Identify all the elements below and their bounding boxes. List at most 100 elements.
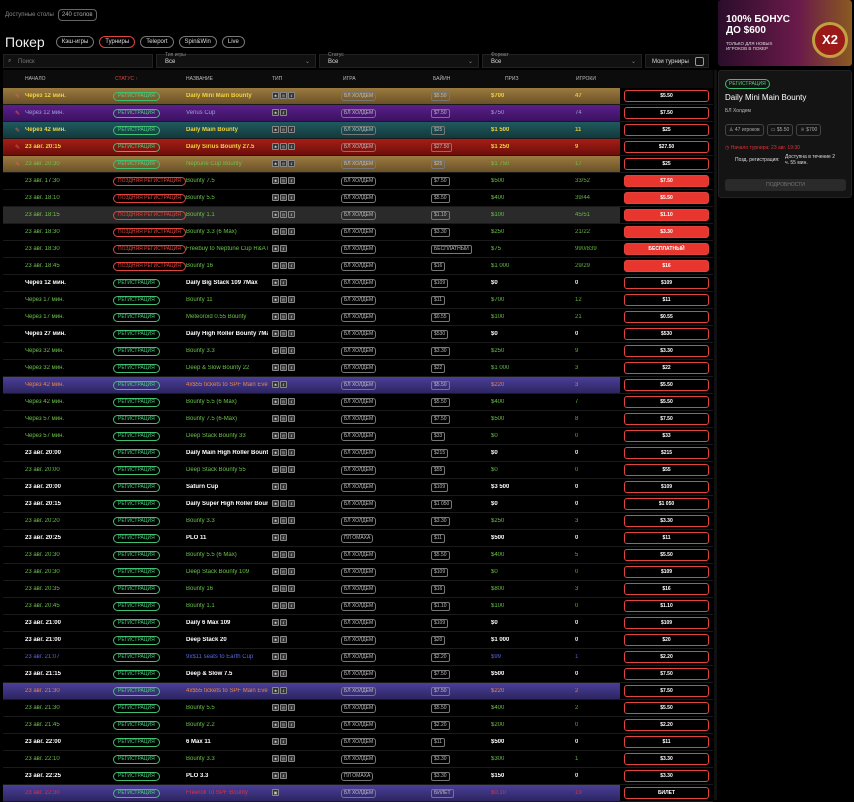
table-row[interactable]: 23 авг. 22:30 РЕГИСТРАЦИЯ Freeroll To SP…: [3, 785, 713, 802]
tournament-name[interactable]: Bounty 3.3: [186, 518, 215, 524]
register-button[interactable]: $2.20: [624, 651, 709, 663]
table-row[interactable]: 23 авг. 21:30 РЕГИСТРАЦИЯ 4x$55 tickets …: [3, 683, 713, 700]
tournament-name[interactable]: Bounty 1.1: [186, 603, 215, 609]
register-button[interactable]: $5.50: [624, 702, 709, 714]
col-players[interactable]: ИГРОКИ: [576, 76, 596, 82]
register-button[interactable]: $109: [624, 481, 709, 493]
table-row[interactable]: 23 авг. 21:00 РЕГИСТРАЦИЯ Deep Stack 20 …: [3, 632, 713, 649]
register-button[interactable]: $5.50: [624, 192, 709, 204]
register-button[interactable]: $22: [624, 362, 709, 374]
register-button[interactable]: $109: [624, 566, 709, 578]
register-button[interactable]: $5.50: [624, 396, 709, 408]
tournament-name[interactable]: 9x$11 seats to Earth Cup: [186, 654, 254, 660]
tournament-name[interactable]: Daily Main Bounty: [186, 127, 239, 133]
tournament-name[interactable]: Bounty 5.5: [186, 705, 215, 711]
register-button[interactable]: $3.30: [624, 753, 709, 765]
register-button[interactable]: $3.30: [624, 345, 709, 357]
register-button[interactable]: $3.30: [624, 770, 709, 782]
bonus-banner[interactable]: 100% БОНУС ДО $600 ТОЛЬКО ДЛЯ НОВЫХ ИГРО…: [718, 0, 852, 66]
tournament-name[interactable]: PLO 3.3: [186, 773, 209, 779]
register-button[interactable]: $7.50: [624, 413, 709, 425]
col-prize[interactable]: ПРИЗ: [505, 76, 519, 82]
register-button[interactable]: $11: [624, 532, 709, 544]
table-row[interactable]: 23 авг. 20:25 РЕГИСТРАЦИЯ PLO 11 ♣ ♯ ПЛ О…: [3, 530, 713, 547]
table-row[interactable]: Через 17 мин. РЕГИСТРАЦИЯ Meteoroid 0.55…: [3, 309, 713, 326]
my-tournaments-checkbox[interactable]: [695, 57, 704, 66]
register-button[interactable]: БИЛЕТ: [624, 787, 709, 799]
register-button[interactable]: $2.20: [624, 719, 709, 731]
tournament-name[interactable]: Deep & Slow 7.5: [186, 671, 233, 677]
tournament-name[interactable]: Deep Stack Bounty 55: [186, 467, 246, 473]
table-row[interactable]: ✎ 23 авг. 20:15 РЕГИСТРАЦИЯ Daily Sirius…: [3, 139, 713, 156]
tournament-name[interactable]: Daily 6 Max 109: [186, 620, 231, 626]
tournament-name[interactable]: 4x$55 tickets to SPF Main Eve: [186, 688, 268, 694]
tournament-name[interactable]: Saturn Cup: [186, 484, 219, 490]
tournament-name[interactable]: 4x$55 tickets to SPF Main Eve: [186, 382, 268, 388]
register-button[interactable]: $1 050: [624, 498, 709, 510]
tournament-name[interactable]: Daily High Roller Bounty 7Max: [186, 331, 268, 337]
tournament-name[interactable]: Daily Main High Roller Bounty: [186, 450, 268, 456]
tab-cash-games[interactable]: Кэш-игры: [55, 36, 95, 48]
register-button[interactable]: $55: [624, 464, 709, 476]
tournament-name[interactable]: Daily Mini Main Bounty: [186, 93, 252, 99]
col-game[interactable]: ИГРА: [343, 76, 356, 82]
my-tournaments-toggle[interactable]: Мои турниры: [645, 54, 709, 68]
tournament-name[interactable]: Bounty 3.3: [186, 348, 215, 354]
col-start[interactable]: НАЧАЛО: [25, 76, 46, 82]
tab-tournaments[interactable]: Турниры: [99, 36, 136, 48]
table-row[interactable]: 23 авг. 20:15 РЕГИСТРАЦИЯ Daily Super Hi…: [3, 496, 713, 513]
col-name[interactable]: НАЗВАНИЕ: [186, 76, 213, 82]
table-row[interactable]: Через 32 мин. РЕГИСТРАЦИЯ Bounty 3.3 ♣ ◎ ♯…: [3, 343, 713, 360]
tournament-name[interactable]: 6 Max 11: [186, 739, 211, 745]
register-button[interactable]: $5.50: [624, 90, 709, 102]
tournament-name[interactable]: Deep Stack 20: [186, 637, 227, 643]
register-button[interactable]: $7.50: [624, 175, 709, 187]
table-row[interactable]: 23 авг. 18:10 ПОЗДНЯЯ РЕГИСТРАЦИЯ Bounty…: [3, 190, 713, 207]
register-button[interactable]: $25: [624, 158, 709, 170]
tournament-name[interactable]: Bounty 3.3 (6 Max): [186, 229, 237, 235]
format-select[interactable]: Формат Все ⌄: [482, 52, 642, 68]
table-row[interactable]: 23 авг. 21:07 РЕГИСТРАЦИЯ 9x$11 seats to…: [3, 649, 713, 666]
tournament-name[interactable]: Bounty 2.2: [186, 722, 215, 728]
col-buyin[interactable]: БАЙИН: [433, 76, 451, 82]
register-button[interactable]: $16: [624, 583, 709, 595]
table-row[interactable]: 23 авг. 20:30 РЕГИСТРАЦИЯ Bounty 5.5 (6 …: [3, 547, 713, 564]
register-button[interactable]: $109: [624, 277, 709, 289]
table-row[interactable]: ✎ 23 авг. 20:30 РЕГИСТРАЦИЯ Neptune Cup …: [3, 156, 713, 173]
tournament-name[interactable]: Daily Super High Roller Bounty: [186, 501, 268, 507]
table-row[interactable]: 23 авг. 21:15 РЕГИСТРАЦИЯ Deep & Slow 7.…: [3, 666, 713, 683]
table-row[interactable]: ✎ Через 42 мин. РЕГИСТРАЦИЯ Daily Main B…: [3, 122, 713, 139]
col-type[interactable]: ТИП: [272, 76, 283, 82]
register-button[interactable]: $1.10: [624, 600, 709, 612]
table-row[interactable]: 23 авг. 20:35 РЕГИСТРАЦИЯ Bounty 16 ♣ ◎ ♯ …: [3, 581, 713, 598]
register-button[interactable]: $7.50: [624, 685, 709, 697]
tournament-name[interactable]: Deep Stack Bounty 109: [186, 569, 250, 575]
tournament-name[interactable]: Bounty 16: [186, 263, 214, 269]
tournament-name[interactable]: Daily Big Stack 109 7Max: [186, 280, 258, 286]
table-row[interactable]: 23 авг. 22:10 РЕГИСТРАЦИЯ Bounty 3.3 ♣ ◎ ♯…: [3, 751, 713, 768]
tournament-name[interactable]: Daily Sirius Bounty 27.5: [186, 144, 255, 150]
table-row[interactable]: 23 авг. 20:20 РЕГИСТРАЦИЯ Bounty 3.3 ♣ ◎ ♯…: [3, 513, 713, 530]
col-status[interactable]: СТАТУС ↑: [115, 76, 139, 82]
table-row[interactable]: 23 авг. 20:00 РЕГИСТРАЦИЯ Deep Stack Bou…: [3, 462, 713, 479]
register-button[interactable]: $16: [624, 260, 709, 272]
register-button[interactable]: $5.50: [624, 379, 709, 391]
register-button[interactable]: $215: [624, 447, 709, 459]
register-button[interactable]: $0.55: [624, 311, 709, 323]
table-row[interactable]: 23 авг. 20:00 РЕГИСТРАЦИЯ Daily Main Hig…: [3, 445, 713, 462]
table-row[interactable]: Через 12 мин. РЕГИСТРАЦИЯ Daily Big Stac…: [3, 275, 713, 292]
table-row[interactable]: 23 авг. 21:30 РЕГИСТРАЦИЯ Bounty 5.5 ♣ ◎ ♯…: [3, 700, 713, 717]
table-row[interactable]: 23 авг. 20:00 РЕГИСТРАЦИЯ Saturn Cup ♣ ♯ …: [3, 479, 713, 496]
tournament-name[interactable]: Bounty 1.1: [186, 212, 215, 218]
register-button[interactable]: $11: [624, 736, 709, 748]
register-button[interactable]: $20: [624, 634, 709, 646]
tournament-name[interactable]: Freebuy to Neptune Cup R&A I: [186, 246, 268, 252]
tab-spin-win[interactable]: Spin&Win: [178, 36, 217, 48]
tournament-name[interactable]: Bounty 5.5: [186, 195, 215, 201]
tab-teleport[interactable]: Teleport: [140, 36, 174, 48]
tournament-name[interactable]: Bounty 3.3: [186, 756, 215, 762]
table-row[interactable]: ✎ Через 12 мин. РЕГИСТРАЦИЯ Daily Mini M…: [3, 88, 713, 105]
tournament-name[interactable]: Bounty 16: [186, 586, 214, 592]
table-row[interactable]: Через 57 мин. РЕГИСТРАЦИЯ Deep Stack Bou…: [3, 428, 713, 445]
tournament-name[interactable]: Bounty 7.5: [186, 178, 215, 184]
